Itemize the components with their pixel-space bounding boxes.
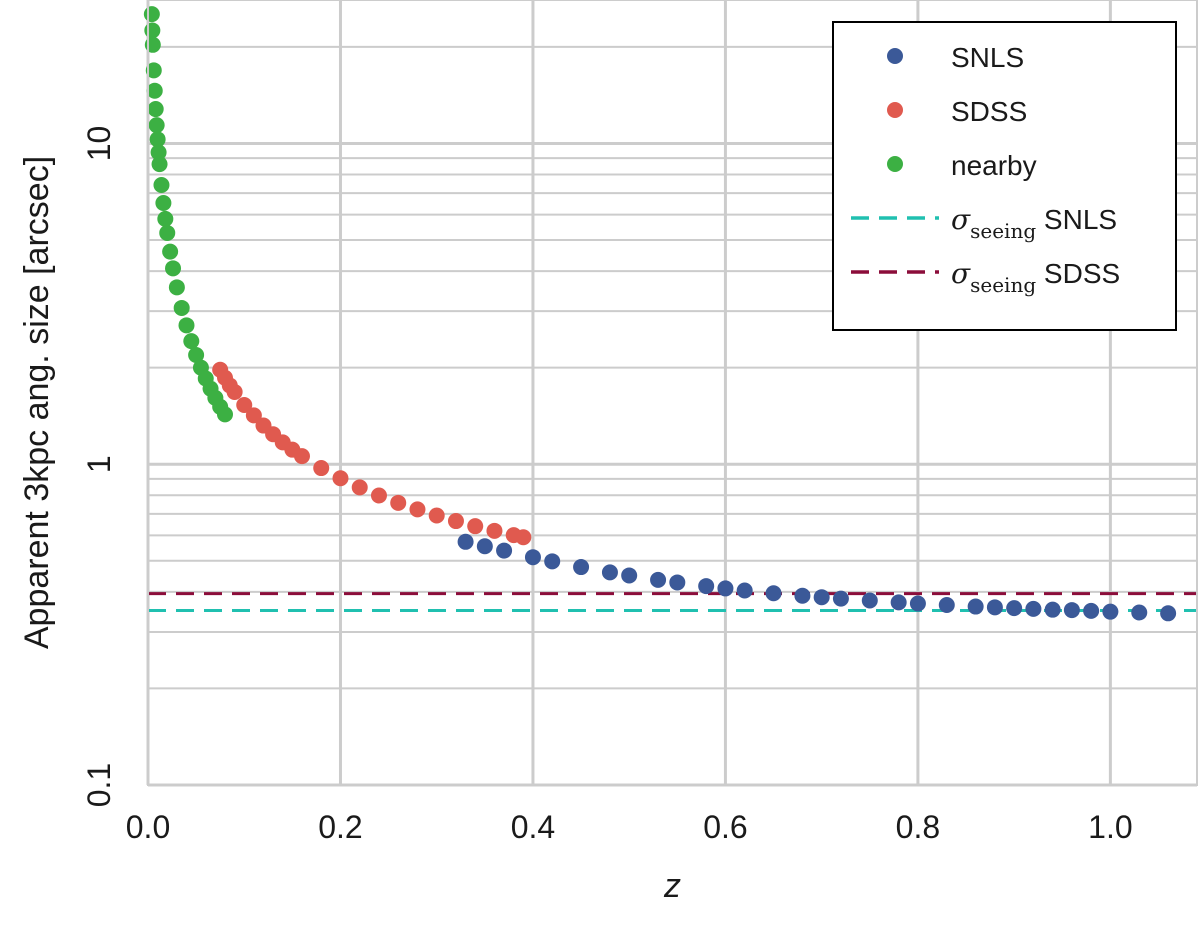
legend-marker xyxy=(887,48,903,64)
SNLS-point xyxy=(1006,600,1023,617)
SDSS-point xyxy=(370,487,387,504)
SNLS-point xyxy=(544,553,561,570)
nearby-point xyxy=(183,333,200,350)
x-tick-label: 0.2 xyxy=(318,809,362,845)
legend-marker xyxy=(887,156,903,172)
nearby-point xyxy=(149,131,166,148)
SDSS-point xyxy=(236,396,253,413)
nearby-point xyxy=(153,177,170,194)
SDSS-point xyxy=(467,518,484,535)
nearby-point xyxy=(143,6,160,23)
SNLS-point xyxy=(1025,600,1042,617)
x-tick-label: 0.0 xyxy=(126,809,170,845)
SDSS-point xyxy=(447,513,464,530)
legend-label: σseeing SNLS xyxy=(951,203,1117,243)
SNLS-point xyxy=(1131,604,1148,621)
y-tick-label: 1 xyxy=(81,455,117,473)
legend-label: σseeing SDSS xyxy=(951,257,1120,297)
SNLS-point xyxy=(938,597,955,614)
SDSS-point xyxy=(351,479,368,496)
SNLS-point xyxy=(621,567,638,584)
SNLS-point xyxy=(524,549,541,566)
SDSS-point xyxy=(428,507,445,524)
legend-item-sdss: SDSS xyxy=(887,96,1027,127)
nearby-point xyxy=(144,22,161,39)
SNLS-point xyxy=(1102,603,1119,620)
SDSS-point xyxy=(486,522,503,539)
SNLS-point xyxy=(1160,605,1177,622)
nearby-point xyxy=(165,260,182,277)
series-SNLS xyxy=(457,533,1177,622)
SDSS-point xyxy=(313,460,330,477)
SNLS-point xyxy=(457,533,474,550)
SNLS-point xyxy=(813,589,830,606)
SDSS-point xyxy=(390,494,407,511)
SDSS-point xyxy=(409,501,426,518)
SNLS-point xyxy=(601,564,618,581)
legend-item-snls: SNLS xyxy=(887,42,1024,73)
nearby-point xyxy=(155,195,172,212)
nearby-point xyxy=(159,224,176,241)
x-tick-label: 0.6 xyxy=(703,809,747,845)
SNLS-point xyxy=(573,559,590,576)
SNLS-point xyxy=(476,538,493,555)
SNLS-point xyxy=(861,592,878,609)
SDSS-point xyxy=(332,470,349,487)
SNLS-point xyxy=(1044,601,1061,618)
y-tick-label: 0.1 xyxy=(81,763,117,807)
SNLS-point xyxy=(909,595,926,612)
nearby-point xyxy=(147,101,164,118)
SNLS-point xyxy=(1083,602,1100,619)
legend-marker xyxy=(887,102,903,118)
nearby-point xyxy=(178,317,195,334)
plot-frame xyxy=(147,0,1198,786)
x-tick-label: 0.4 xyxy=(511,809,555,845)
SNLS-point xyxy=(890,594,907,611)
nearby-point xyxy=(145,62,162,79)
nearby-point xyxy=(148,117,165,134)
tick-labels: 0.0 0.2 0.4 0.6 0.8 1.0 0.1 1 10 xyxy=(81,126,1133,845)
x-tick-label: 0.8 xyxy=(896,809,940,845)
nearby-point xyxy=(168,279,185,296)
SDSS-point xyxy=(226,383,243,400)
nearby-point xyxy=(188,347,205,364)
nearby-point xyxy=(173,299,190,316)
SNLS-point xyxy=(967,598,984,615)
legend-item-nearby: nearby xyxy=(887,150,1037,181)
nearby-point xyxy=(216,406,233,423)
nearby-point xyxy=(157,210,174,227)
SDSS-point xyxy=(293,448,310,465)
y-tick-label: 10 xyxy=(81,126,117,162)
nearby-point xyxy=(162,243,179,260)
legend-item-snls: σseeing SNLS xyxy=(851,203,1117,243)
SNLS-point xyxy=(986,599,1003,616)
x-axis-label: z xyxy=(663,867,681,905)
SNLS-point xyxy=(717,580,734,597)
SNLS-point xyxy=(736,582,753,599)
legend-label: SDSS xyxy=(951,96,1027,127)
nearby-point xyxy=(150,144,167,161)
legend-label: SNLS xyxy=(951,42,1024,73)
SDSS-point xyxy=(245,407,262,424)
legend: SNLS SDSS nearby σseeing SNLS σseeing SDSS xyxy=(832,21,1177,331)
SNLS-point xyxy=(650,571,667,588)
legend-item-sdss: σseeing SDSS xyxy=(851,257,1120,297)
SNLS-point xyxy=(669,574,686,591)
y-axis-label: Apparent 3kpc ang. size [arcsec] xyxy=(18,156,56,649)
SDSS-point xyxy=(515,529,532,546)
SNLS-point xyxy=(794,587,811,604)
legend-box xyxy=(832,21,1177,331)
SNLS-point xyxy=(765,585,782,602)
SNLS-point xyxy=(832,590,849,607)
legend-label: nearby xyxy=(951,150,1037,181)
nearby-point xyxy=(146,82,163,99)
SNLS-point xyxy=(496,542,513,559)
x-tick-label: 1.0 xyxy=(1088,809,1132,845)
SNLS-point xyxy=(698,578,715,595)
SNLS-point xyxy=(1063,602,1080,619)
series-SDSS xyxy=(212,361,532,546)
nearby-point xyxy=(151,156,168,173)
